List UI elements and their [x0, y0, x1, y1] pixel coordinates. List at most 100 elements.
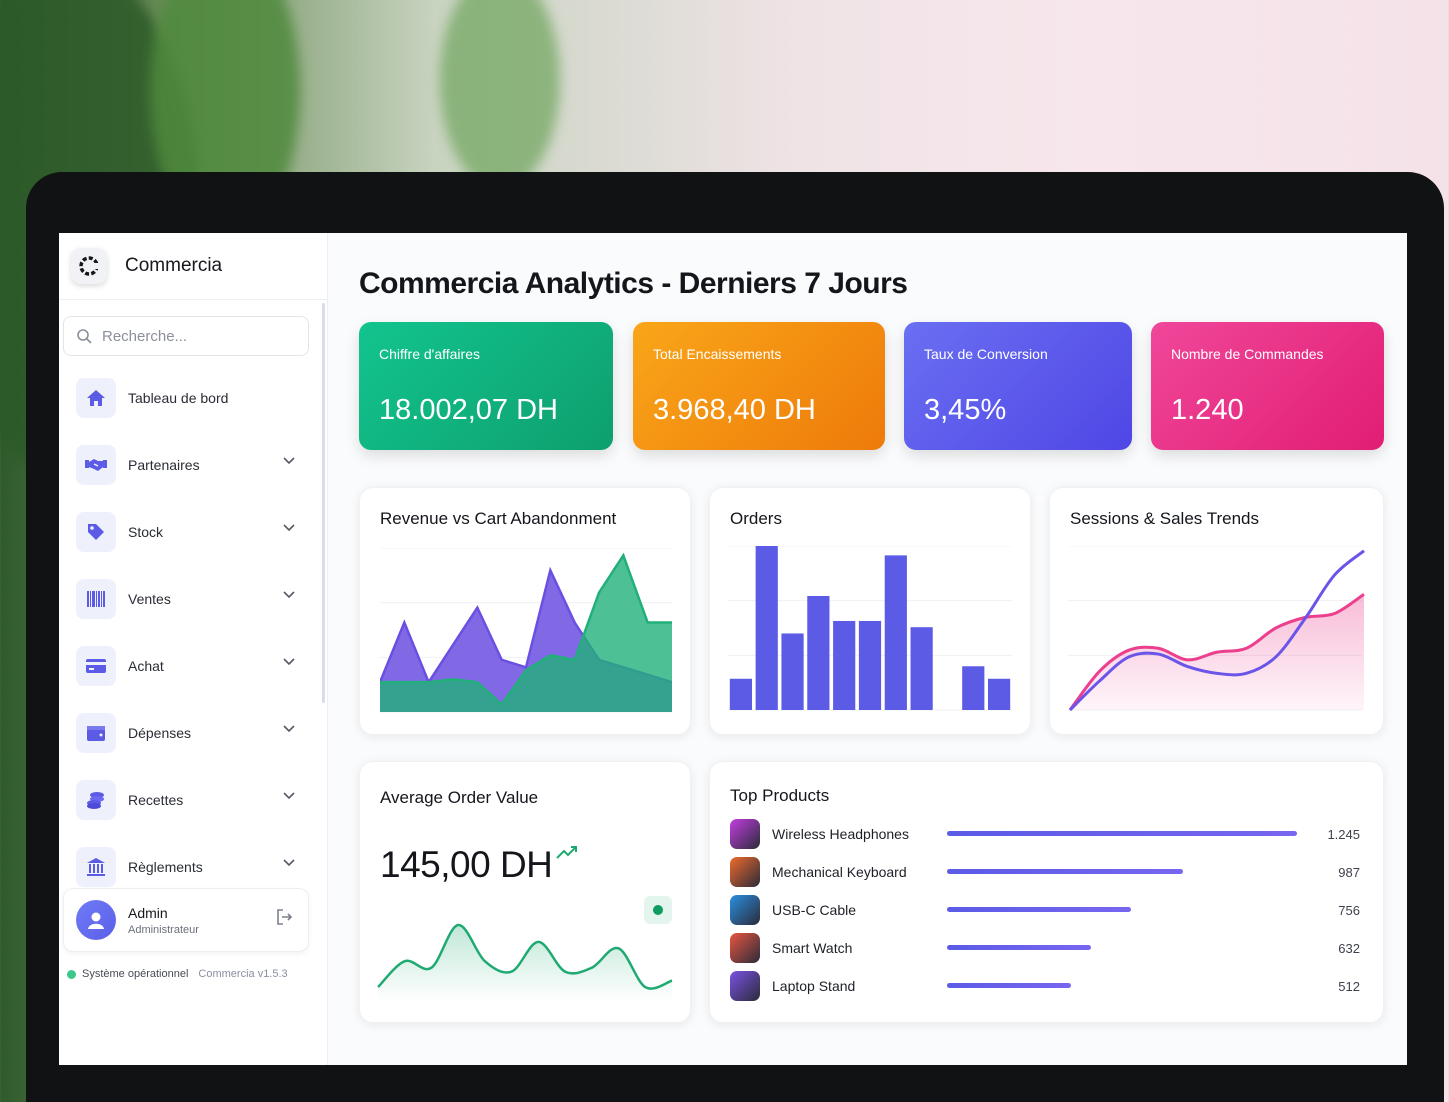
product-value: 632: [1338, 941, 1360, 956]
avatar[interactable]: [76, 900, 116, 940]
bar: [987, 678, 1011, 710]
sidebar-item-recettes[interactable]: Recettes: [59, 766, 327, 833]
product-bar-track: [947, 869, 1297, 874]
sidebar-item-label: Partenaires: [128, 456, 200, 473]
sidebar-nav: Tableau de bord Partenaires Stock: [59, 364, 327, 900]
card-title: Sessions & Sales Trends: [1070, 509, 1259, 528]
status-dot-icon: [67, 969, 76, 979]
app-version: Commercia v1.5.3: [198, 968, 288, 980]
product-value: 512: [1338, 979, 1360, 994]
list-item[interactable]: Wireless Headphones 1.245: [730, 819, 1360, 849]
bar: [910, 627, 933, 710]
list-item[interactable]: Mechanical Keyboard 987: [730, 857, 1360, 887]
user-name: Admin: [128, 904, 168, 921]
sidebar-item-depenses[interactable]: Dépenses: [59, 699, 327, 766]
revenue-chart: [380, 548, 672, 713]
chevron-down-icon[interactable]: [283, 457, 295, 465]
sidebar: Commercia Tableau de bord Partenaires: [59, 233, 328, 1065]
top-products-card: Top Products Wireless Headphones 1.245 Mec…: [709, 761, 1384, 1023]
bar: [833, 620, 856, 710]
sidebar-item-label: Ventes: [128, 590, 171, 607]
sidebar-scrollbar[interactable]: [322, 303, 325, 703]
credit-card-icon: [76, 645, 116, 686]
background-foliage: [440, 0, 560, 190]
product-bar-track: [947, 983, 1297, 988]
sessions-chart: [1068, 546, 1365, 712]
search-input[interactable]: [100, 326, 274, 346]
aov-chart: [377, 923, 673, 1002]
sidebar-item-reglements[interactable]: Règlements: [59, 833, 327, 900]
sessions-chart-card: Sessions & Sales Trends: [1049, 487, 1384, 735]
chevron-down-icon[interactable]: [283, 792, 295, 800]
bar: [755, 546, 778, 710]
line-series-1: [380, 552, 672, 707]
live-indicator: [644, 896, 672, 924]
card-title: Average Order Value: [380, 788, 539, 807]
aov-amount: 145,00 DH: [380, 844, 553, 885]
kpi-value: 3,45%: [924, 394, 1007, 426]
product-bar: [947, 945, 1091, 950]
sidebar-item-achat[interactable]: Achat: [59, 632, 327, 699]
sidebar-item-ventes[interactable]: Ventes: [59, 565, 327, 632]
product-name: USB-C Cable: [772, 902, 857, 918]
list-item[interactable]: Laptop Stand 512: [730, 971, 1360, 1001]
search-box[interactable]: [63, 316, 309, 356]
bar: [962, 666, 985, 710]
sparkline-fill: [378, 925, 672, 1002]
sidebar-item-label: Dépenses: [128, 724, 192, 741]
kpi-card-commandes[interactable]: Nombre de Commandes 1.240: [1151, 322, 1384, 450]
headphones-icon: [730, 819, 760, 849]
cable-icon: [730, 895, 760, 925]
bar: [858, 620, 882, 710]
product-bar: [947, 831, 1297, 836]
status-text: Système opérationnel: [82, 968, 189, 980]
product-bar: [947, 869, 1184, 874]
list-item[interactable]: USB-C Cable 756: [730, 895, 1360, 925]
product-bar-track: [947, 907, 1297, 912]
card-title: Orders: [730, 509, 782, 528]
page-title: Commercia Analytics - Derniers 7 Jours: [359, 267, 908, 300]
chevron-down-icon[interactable]: [283, 658, 295, 666]
product-bar-track: [947, 831, 1297, 836]
chevron-down-icon[interactable]: [283, 591, 295, 599]
bar: [781, 633, 804, 710]
app-logo-icon[interactable]: [71, 248, 107, 284]
live-dot-icon: [653, 905, 663, 915]
user-card[interactable]: Admin Administrateur: [63, 888, 309, 952]
card-title: Top Products: [730, 786, 830, 805]
tag-icon: [76, 511, 116, 552]
sparkline: [377, 923, 673, 990]
product-name: Mechanical Keyboard: [772, 864, 907, 880]
kpi-card-conversion[interactable]: Taux de Conversion 3,45%: [904, 322, 1132, 450]
chevron-down-icon[interactable]: [283, 725, 295, 733]
brand: Commercia: [59, 233, 327, 300]
orders-chart: [728, 546, 1012, 711]
handshake-icon: [76, 444, 116, 485]
product-value: 987: [1338, 865, 1360, 880]
kpi-value: 3.968,40 DH: [653, 394, 816, 426]
sidebar-item-tableau-de-bord[interactable]: Tableau de bord: [59, 364, 327, 431]
sidebar-item-label: Stock: [128, 523, 164, 540]
main-content: Commercia Analytics - Derniers 7 Jours C…: [328, 233, 1407, 1065]
product-bar: [947, 983, 1072, 988]
sidebar-item-stock[interactable]: Stock: [59, 498, 327, 565]
chevron-down-icon[interactable]: [283, 524, 295, 532]
logout-icon[interactable]: [276, 909, 294, 925]
sidebar-item-partenaires[interactable]: Partenaires: [59, 431, 327, 498]
card-title: Revenue vs Cart Abandonment: [380, 509, 617, 528]
aov-value: 145,00 DH: [380, 844, 578, 886]
chevron-down-icon[interactable]: [283, 859, 295, 867]
system-status: Système opérationnel Commercia v1.5.3: [67, 968, 288, 980]
keyboard-icon: [730, 857, 760, 887]
kpi-label: Total Encaissements: [653, 346, 782, 362]
product-name: Laptop Stand: [772, 978, 856, 994]
sidebar-item-label: Recettes: [128, 791, 184, 808]
watch-icon: [730, 933, 760, 963]
kpi-label: Chiffre d'affaires: [379, 346, 480, 362]
product-bar: [947, 907, 1131, 912]
kpi-card-encaissements[interactable]: Total Encaissements 3.968,40 DH: [633, 322, 885, 450]
list-item[interactable]: Smart Watch 632: [730, 933, 1360, 963]
product-value: 1.245: [1327, 827, 1360, 842]
sidebar-item-label: Tableau de bord: [128, 389, 229, 406]
kpi-card-revenue[interactable]: Chiffre d'affaires 18.002,07 DH: [359, 322, 613, 450]
